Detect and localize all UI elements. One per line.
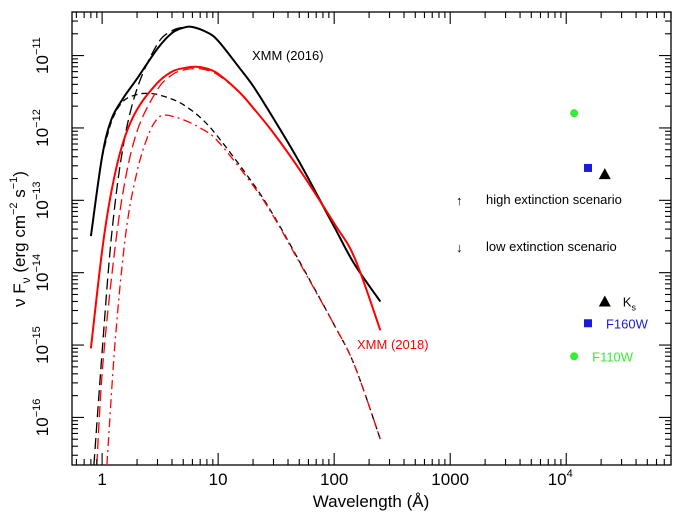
annotation-text-2: high extinction scenario <box>486 192 622 207</box>
annotation-text-1: XMM (2018) <box>357 337 429 352</box>
x-tick-label: 104 <box>548 468 573 489</box>
x-axis-title: Wavelength (Å) <box>313 492 430 511</box>
curves <box>89 25 382 466</box>
x-tick-label: 10 <box>209 470 228 489</box>
annotations: XMM (2016) XMM (2018) ↑ high extinction sce… <box>252 48 622 352</box>
point-label-4: F160W <box>606 316 649 331</box>
series-line-0 <box>89 25 382 303</box>
y-tick-label: 10−11 <box>31 37 52 74</box>
point-square-4 <box>583 319 592 328</box>
x-tick-label: 1000 <box>431 470 469 489</box>
point-triangle-3 <box>598 295 611 307</box>
annotation-text-3: low extinction scenario <box>486 239 617 254</box>
annotation-arrow-3: ↓ <box>456 240 463 255</box>
annotation-text-0: XMM (2016) <box>252 48 324 63</box>
point-label-5: F110W <box>592 349 634 364</box>
y-tick-label: 10−13 <box>31 182 52 220</box>
series-line-2 <box>101 92 381 440</box>
series-line-3 <box>89 65 382 349</box>
series-line-5 <box>106 114 381 466</box>
point-circle-5 <box>570 352 579 361</box>
x-tick-label: 100 <box>320 470 348 489</box>
photometry-points: Ks F160W F110W <box>570 109 649 364</box>
x-tick-label: 1 <box>97 470 106 489</box>
axis-ticks <box>72 11 672 465</box>
tick-labels: 1 10 100 1000 104 10−11 10−12 10−13 10−14 10−15 10… <box>31 37 573 489</box>
y-tick-label: 10−16 <box>31 399 52 437</box>
y-tick-label: 10−14 <box>31 254 52 292</box>
series-line-1 <box>93 25 381 466</box>
annotation-arrow-2: ↑ <box>456 193 463 208</box>
point-triangle-2 <box>598 168 611 180</box>
y-tick-label: 10−15 <box>31 326 52 364</box>
series-line-4 <box>96 67 381 466</box>
point-circle-0 <box>570 109 579 118</box>
point-label-3: Ks <box>623 294 637 312</box>
y-tick-label: 10−12 <box>31 109 52 147</box>
y-axis-title: ν Fν (erg cm−2 s−1) <box>8 171 33 307</box>
point-square-1 <box>583 163 592 172</box>
